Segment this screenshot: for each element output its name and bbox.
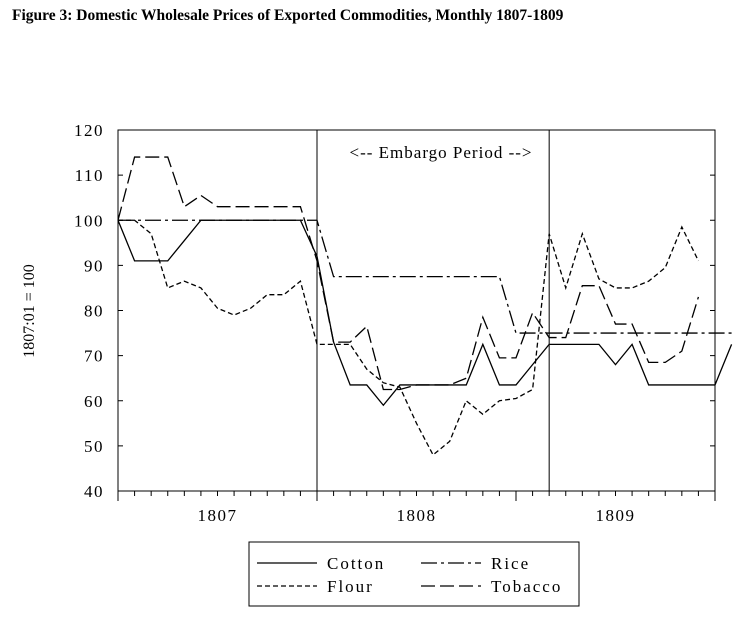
x-year-label: 1809 [596, 506, 636, 525]
y-axis-label: 1807:01 = 100 [21, 264, 38, 357]
series-line-cotton [117, 219, 733, 407]
y-tick-label: 90 [84, 256, 104, 275]
y-tick-label: 100 [74, 211, 104, 230]
embargo-annotation: <-- Embargo Period --> [350, 143, 533, 162]
y-tick-label: 70 [84, 347, 104, 366]
y-tick-label: 80 [84, 302, 104, 321]
legend-label-rice: Rice [491, 554, 530, 573]
series-line-tobacco [117, 156, 700, 391]
y-tick-label: 120 [74, 121, 104, 140]
legend-label-tobacco: Tobacco [491, 577, 562, 596]
y-tick-label: 50 [84, 437, 104, 456]
series-line-flour [118, 219, 700, 456]
y-tick-label: 110 [75, 166, 104, 185]
legend-label-cotton: Cotton [327, 554, 385, 573]
y-tick-label: 40 [84, 482, 104, 501]
legend-box [248, 541, 580, 607]
x-year-label: 1807 [198, 506, 238, 525]
x-year-label: 1808 [397, 506, 437, 525]
series-line-rice [118, 219, 732, 334]
plot-frame [117, 129, 716, 492]
y-tick-label: 60 [84, 392, 104, 411]
legend-label-flour: Flour [327, 577, 374, 596]
figure-title: Figure 3: Domestic Wholesale Prices of E… [12, 7, 564, 24]
